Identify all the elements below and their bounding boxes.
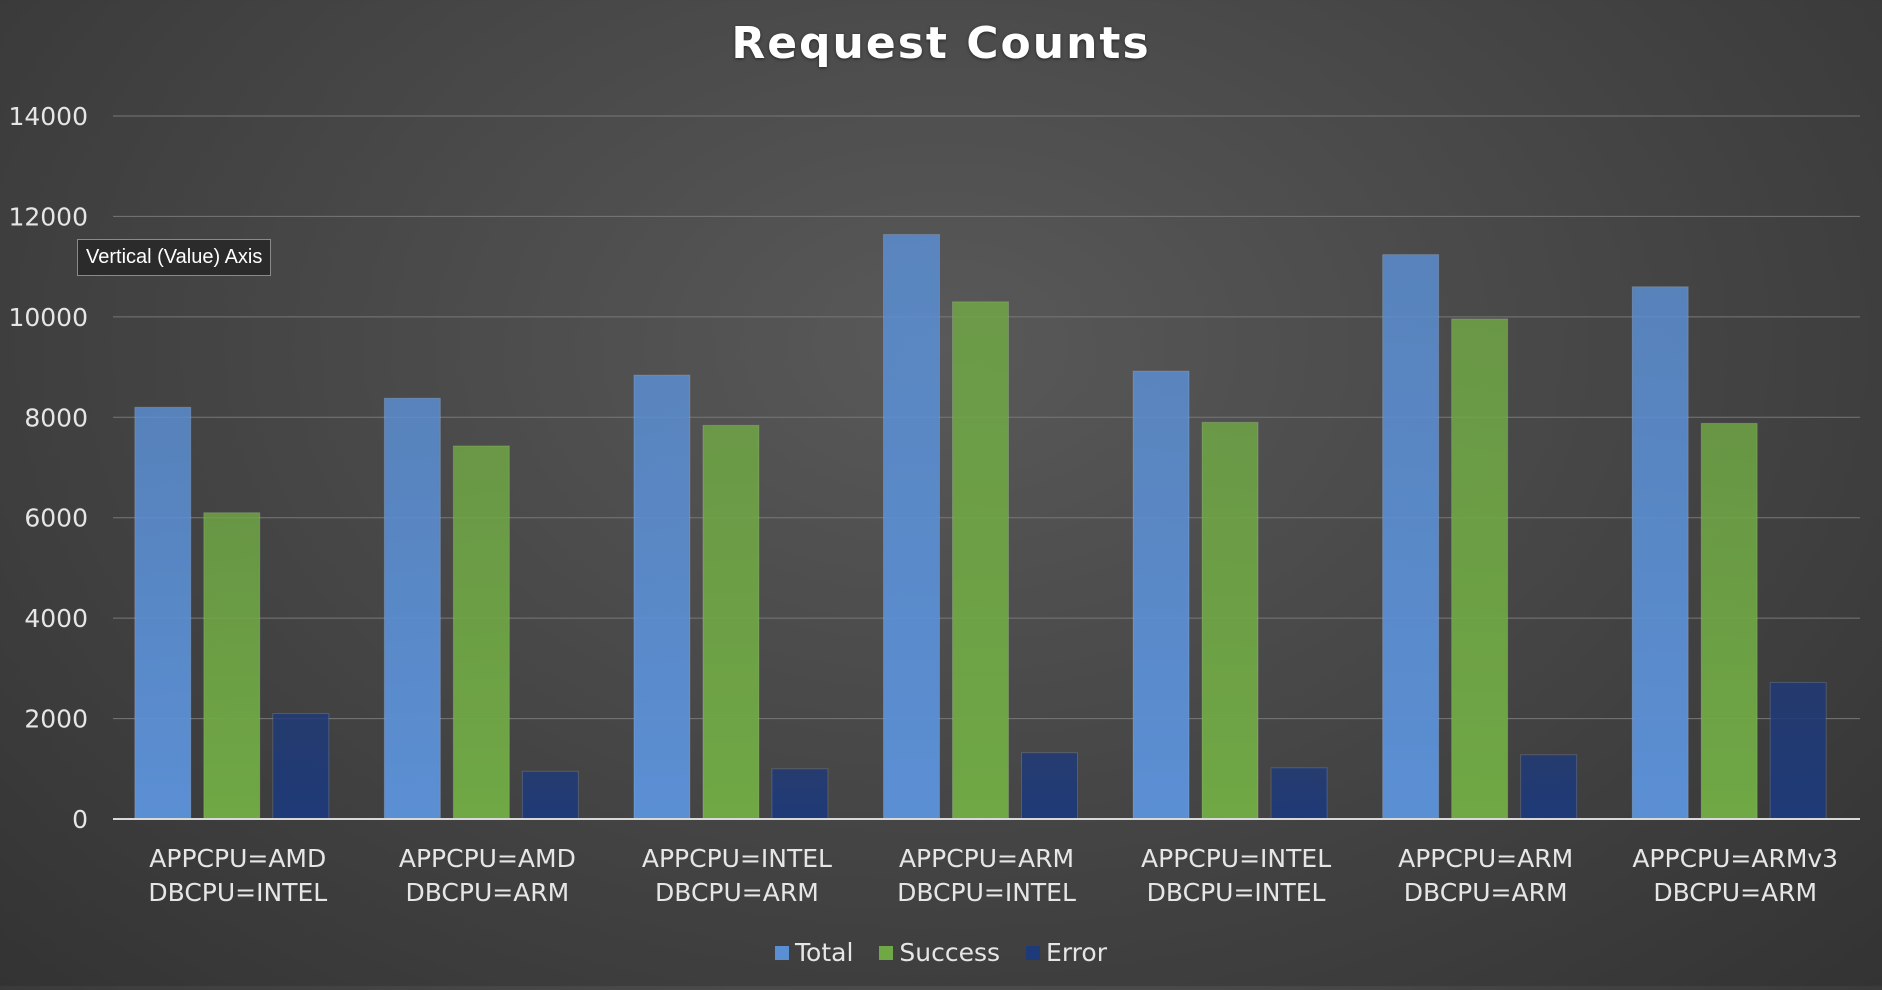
x-tick-label: DBCPU=ARM	[1404, 878, 1568, 907]
legend: Total Success Error	[0, 938, 1882, 967]
bar-error[interactable]	[521, 770, 579, 820]
legend-label: Error	[1046, 938, 1107, 967]
bar-success[interactable]	[1201, 421, 1259, 820]
y-tick-label: 6000	[24, 504, 88, 533]
bar-success[interactable]	[1700, 422, 1758, 820]
legend-swatch	[775, 945, 790, 960]
x-tick-label: DBCPU=INTEL	[148, 878, 327, 907]
legend-item-success[interactable]: Success	[879, 938, 1000, 967]
x-tick-label: APPCPU=ARMv3	[1632, 844, 1838, 873]
y-tick-label: 2000	[24, 705, 88, 734]
legend-item-error[interactable]: Error	[1026, 938, 1107, 967]
bar-total[interactable]	[1132, 370, 1190, 820]
x-tick-label: APPCPU=ARM	[899, 844, 1074, 873]
bar-total[interactable]	[1631, 286, 1689, 820]
bar-total[interactable]	[383, 397, 441, 820]
y-tick-label: 0	[72, 805, 88, 834]
x-tick-label: APPCPU=INTEL	[1141, 844, 1331, 873]
x-tick-label: APPCPU=AMD	[399, 844, 576, 873]
y-tick-label: 8000	[24, 403, 88, 432]
y-tick-label: 10000	[8, 303, 88, 332]
legend-swatch	[1026, 945, 1041, 960]
legend-swatch	[879, 945, 894, 960]
bar-error[interactable]	[1021, 752, 1078, 820]
bar-success[interactable]	[203, 512, 261, 820]
x-tick-label: APPCPU=AMD	[149, 844, 326, 873]
bar-total[interactable]	[1382, 254, 1440, 820]
bar-error[interactable]	[1270, 767, 1328, 820]
legend-item-total[interactable]: Total	[775, 938, 853, 967]
bar-success[interactable]	[952, 301, 1009, 820]
x-tick-label: DBCPU=INTEL	[1147, 878, 1326, 907]
x-tick-label: DBCPU=ARM	[655, 878, 819, 907]
bar-success[interactable]	[452, 445, 510, 820]
x-tick-label: APPCPU=INTEL	[642, 844, 832, 873]
y-tick-label: 14000	[8, 102, 88, 131]
bar-total[interactable]	[883, 234, 940, 820]
chart-title: Request Counts	[731, 18, 1151, 69]
y-tick-label: 4000	[24, 604, 88, 633]
bar-error[interactable]	[272, 713, 330, 820]
axis-tooltip: Vertical (Value) Axis	[77, 239, 272, 276]
legend-label: Success	[899, 938, 1001, 967]
y-tick-label: 12000	[8, 202, 88, 231]
bar-error[interactable]	[771, 768, 829, 820]
bar-success[interactable]	[702, 424, 760, 820]
bar-total[interactable]	[633, 374, 691, 820]
x-tick-label: APPCPU=ARM	[1398, 844, 1573, 873]
x-tick-label: DBCPU=INTEL	[897, 878, 1076, 907]
bar-total[interactable]	[134, 406, 192, 820]
bar-error[interactable]	[1520, 754, 1578, 820]
bar-success[interactable]	[1451, 318, 1509, 820]
bar-error[interactable]	[1769, 681, 1827, 820]
legend-label: Total	[795, 938, 854, 967]
x-tick-label: DBCPU=ARM	[405, 878, 569, 907]
x-tick-label: DBCPU=ARM	[1653, 878, 1817, 907]
